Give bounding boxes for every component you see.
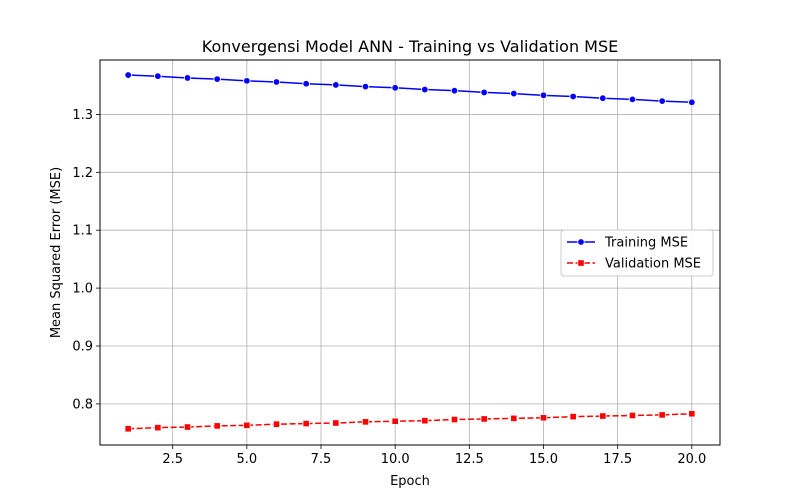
data-point: [183, 74, 192, 82]
data-point: [510, 89, 518, 98]
y-tick-label: 1.0: [72, 282, 93, 297]
data-point: [480, 88, 488, 97]
data-point: [213, 75, 221, 83]
data-point: [658, 97, 666, 105]
data-point: [154, 424, 162, 432]
x-tick-label: 15.0: [529, 452, 558, 467]
data-point: [213, 422, 221, 430]
data-point: [332, 81, 340, 89]
data-point: [628, 411, 637, 420]
data-point: [243, 77, 251, 85]
y-tick-label: 1.3: [72, 108, 93, 123]
data-point: [421, 85, 429, 94]
data-point: [539, 414, 548, 422]
legend-label: Validation MSE: [605, 257, 701, 272]
data-point: [450, 86, 459, 95]
data-point: [569, 92, 577, 101]
ticks: 2.5 5.0 7.5 10.0 12.5 15.0 17.5 20.0 0.8 0.9 1.0 1.…: [72, 108, 706, 467]
x-tick-label: 20.0: [677, 452, 706, 467]
data-point: [391, 84, 399, 92]
x-tick-label: 2.5: [162, 452, 183, 467]
x-tick-label: 7.5: [311, 452, 332, 467]
data-point: [361, 82, 370, 91]
data-point: [688, 98, 696, 106]
series-line: [128, 412, 692, 430]
x-tick-label: 12.5: [455, 452, 484, 467]
data-point: [539, 91, 548, 100]
data-point: [510, 414, 518, 422]
y-tick-label: 1.2: [72, 166, 93, 181]
data-point: [332, 419, 340, 427]
data-point: [124, 71, 132, 79]
data-point: [391, 417, 399, 425]
x-tick-label: 17.5: [603, 452, 632, 467]
data-point: [480, 415, 488, 423]
grid: [100, 60, 720, 445]
series-line: [128, 74, 692, 104]
data-point: [302, 419, 310, 428]
x-tick-label: 10.0: [381, 452, 410, 467]
data-point: [243, 421, 251, 429]
y-tick-label: 0.8: [72, 397, 93, 412]
data-point: [124, 425, 132, 433]
data-point: [361, 418, 370, 426]
legend-label: Training MSE: [604, 236, 688, 251]
legend-box: [560, 229, 714, 277]
legend-marker: [577, 238, 585, 246]
data-point: [183, 423, 192, 431]
data-point: [569, 413, 577, 421]
series-layer: [124, 71, 696, 433]
plot-frame: [99, 59, 721, 446]
data-point: [599, 412, 607, 420]
data-point: [628, 95, 637, 104]
data-point: [272, 78, 281, 86]
y-tick-label: 0.9: [72, 340, 93, 355]
data-point: [450, 415, 459, 424]
x-axis-label: Epoch: [390, 474, 430, 489]
y-axis-label: Mean Squared Error (MSE): [49, 167, 64, 338]
data-point: [658, 411, 666, 419]
legend-marker: [577, 259, 585, 267]
data-point: [421, 417, 429, 425]
data-point: [688, 410, 696, 418]
legend: Training MSE Validation MSE: [560, 229, 714, 277]
data-point: [154, 72, 162, 80]
y-tick-label: 1.1: [72, 224, 93, 239]
x-tick-label: 5.0: [236, 452, 257, 467]
data-point: [599, 94, 607, 102]
data-point: [272, 420, 281, 428]
data-point: [302, 80, 310, 88]
chart-title: Konvergensi Model ANN - Training vs Vali…: [202, 37, 618, 56]
